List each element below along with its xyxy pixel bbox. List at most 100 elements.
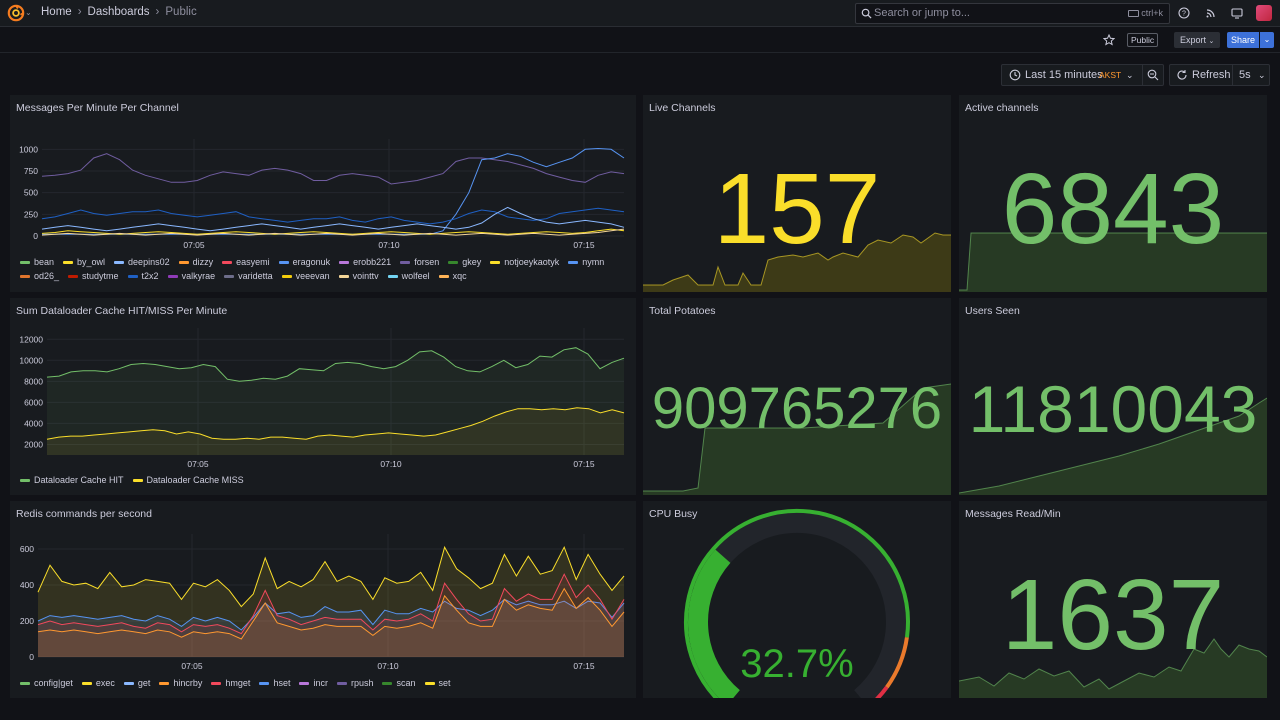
legend-item[interactable]: vointtv	[338, 271, 379, 281]
panel-title: Messages Per Minute Per Channel	[16, 102, 179, 114]
legend-label: varidetta	[238, 271, 273, 281]
share-dropdown-chevron-icon[interactable]: ⌄	[1260, 32, 1274, 48]
zoom-out-icon[interactable]	[1147, 69, 1159, 81]
cpu-gauge	[683, 508, 910, 698]
legend-swatch	[211, 681, 222, 685]
series-line-deepins02	[41, 206, 625, 232]
legend-swatch	[20, 478, 30, 482]
chevron-down-icon: ⌄	[1126, 70, 1134, 80]
refresh-button-label: Refresh	[1192, 69, 1231, 81]
share-button[interactable]: Share	[1227, 32, 1259, 48]
legend-item[interactable]: xqc	[438, 271, 467, 281]
legend-item[interactable]: exec	[81, 678, 115, 688]
legend-item[interactable]: deepins02	[114, 257, 170, 267]
legend-item[interactable]: gkey	[448, 257, 481, 267]
series-line-hset	[37, 598, 625, 631]
search-input[interactable]: Search or jump to... ctrl+k	[855, 3, 1170, 24]
legend-item[interactable]: t2x2	[127, 271, 159, 281]
legend-swatch	[178, 260, 189, 264]
legend-item[interactable]: dizzy	[178, 257, 213, 267]
y-tick-label: 0	[33, 231, 38, 241]
export-button[interactable]: Export ⌄	[1174, 32, 1221, 48]
panel-cpu-busy[interactable]: CPU Busy 32.7%	[643, 501, 951, 698]
refresh-picker[interactable]: Refresh 5s ⌄	[1169, 64, 1270, 86]
panel-messages-per-minute[interactable]: Messages Per Minute Per Channel 0 250 500 7…	[10, 95, 636, 292]
legend-item[interactable]: eragonuk	[278, 257, 330, 267]
timezone-label: AKST	[1099, 70, 1122, 80]
refresh-interval: 5s	[1239, 69, 1251, 81]
x-tick-label: 07:05	[187, 459, 209, 469]
legend-swatch	[338, 274, 349, 278]
panel-users-seen[interactable]: Users Seen 11810043	[959, 298, 1267, 495]
gauge-value: 32.7%	[740, 642, 854, 686]
panel-active-channels[interactable]: Active channels 6843	[959, 95, 1267, 292]
series-line-vointtv	[41, 228, 625, 236]
kiosk-monitor-icon[interactable]	[1231, 7, 1243, 19]
legend-item[interactable]: erobb221	[339, 257, 391, 267]
legend-item[interactable]: set	[424, 678, 451, 688]
legend-item[interactable]: forsen	[400, 257, 439, 267]
gauge-threshold-orange	[885, 637, 909, 689]
legend-item[interactable]: hincrby	[159, 678, 202, 688]
legend-item[interactable]: get	[123, 678, 150, 688]
avatar[interactable]	[1256, 5, 1272, 21]
legend-label: Dataloader Cache HIT	[34, 475, 124, 485]
legend-item[interactable]: by_owl	[63, 257, 105, 267]
grafana-logo-icon[interactable]	[7, 4, 25, 22]
panel-messages-read[interactable]: Messages Read/Min 1637	[959, 501, 1267, 698]
panel-title: Active channels	[965, 102, 1039, 114]
legend-item[interactable]: studytme	[68, 271, 119, 281]
legend-item[interactable]: config|get	[20, 678, 73, 688]
legend-item[interactable]: incr	[299, 678, 328, 688]
legend-item[interactable]: rpush	[336, 678, 373, 688]
legend-item[interactable]: veeevan	[281, 271, 330, 281]
help-icon[interactable]: ?	[1178, 7, 1190, 19]
legend-item[interactable]: easyemi	[222, 257, 270, 267]
y-tick-label: 750	[24, 166, 38, 176]
legend-label: vointtv	[352, 271, 379, 281]
legend-item[interactable]: scan	[382, 678, 416, 688]
legend-item[interactable]: Dataloader Cache HIT	[20, 475, 124, 485]
series-line-hmget	[37, 573, 625, 635]
legend-label: exec	[95, 678, 115, 688]
time-range-picker[interactable]: Last 15 minutes AKST ⌄	[1001, 64, 1164, 86]
legend-label: scan	[396, 678, 416, 688]
legend-label: valkyrae	[181, 271, 216, 281]
y-tick-label: 4000	[24, 418, 43, 428]
legend-item[interactable]: Dataloader Cache MISS	[132, 475, 244, 485]
panel-live-channels[interactable]: Live Channels 157	[643, 95, 951, 292]
legend-label: wolfeel	[401, 271, 430, 281]
legend-item[interactable]: bean	[20, 257, 54, 267]
legend-item[interactable]: hmget	[211, 678, 250, 688]
panel-dataloader-cache[interactable]: Sum Dataloader Cache HIT/MISS Per Minute…	[10, 298, 636, 495]
y-tick-label: 12000	[19, 334, 43, 344]
stat-value: 157	[713, 153, 881, 265]
breadcrumb-home[interactable]: Home	[41, 6, 72, 18]
legend-item[interactable]: od26_	[20, 271, 59, 281]
legend-item[interactable]: notjoeykaotyk	[490, 257, 559, 267]
legend-item[interactable]: varidetta	[224, 271, 273, 281]
panel-title: CPU Busy	[649, 508, 698, 520]
legend-item[interactable]: wolfeel	[387, 271, 430, 281]
legend-swatch	[336, 681, 347, 685]
legend-item[interactable]: nymn	[568, 257, 604, 267]
breadcrumb-dashboards[interactable]: Dashboards	[87, 6, 150, 18]
panel-title: Users Seen	[965, 305, 1020, 317]
gauge-value-arc	[688, 549, 741, 698]
y-tick-label: 2000	[24, 439, 43, 449]
star-icon[interactable]	[1103, 34, 1115, 46]
panel-total-potatoes[interactable]: Total Potatoes 909765276	[643, 298, 951, 495]
panel-redis-commands[interactable]: Redis commands per second 0 200 400 600 07:0…	[10, 501, 636, 698]
y-tick-label: 400	[20, 580, 34, 590]
rss-news-icon[interactable]	[1205, 7, 1217, 19]
search-icon	[861, 8, 872, 19]
x-tick-label: 07:15	[573, 240, 595, 250]
legend-item[interactable]: valkyrae	[167, 271, 216, 281]
redis-area-chart: 0 200 400 600 07:05 07:10 07:15	[20, 534, 625, 671]
y-tick-label: 500	[24, 188, 38, 198]
y-tick-label: 6000	[24, 397, 43, 407]
breadcrumb-separator-icon: ›	[77, 6, 82, 18]
x-tick-label: 07:15	[573, 661, 595, 671]
logo-chevron-icon[interactable]: ⌄	[25, 8, 32, 17]
legend-item[interactable]: hset	[259, 678, 290, 688]
